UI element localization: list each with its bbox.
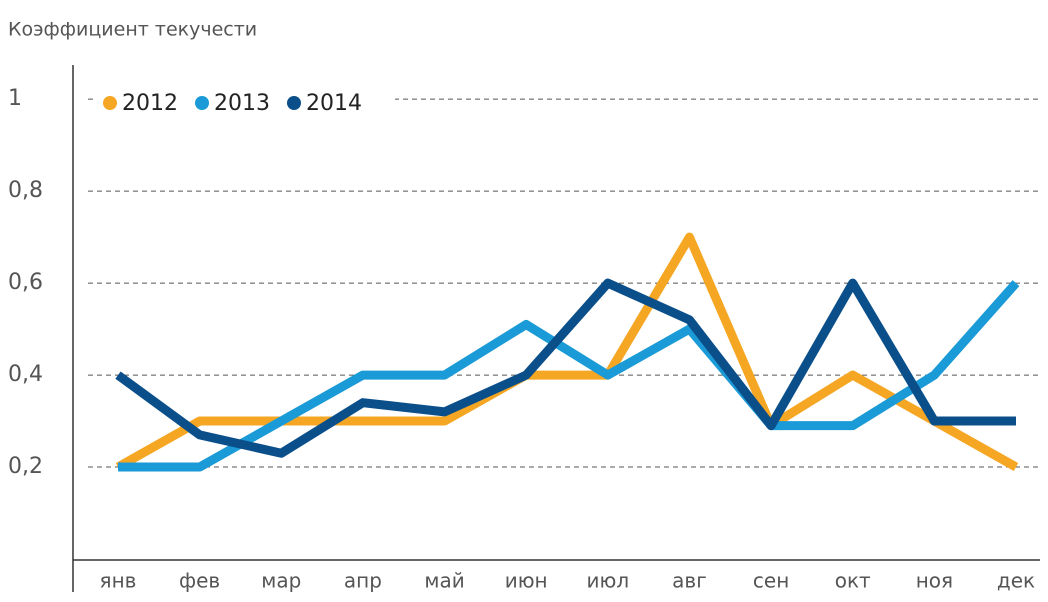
x-tick-label: фев — [179, 569, 220, 593]
legend-background — [95, 84, 395, 122]
y-tick-label: 0,2 — [8, 454, 43, 479]
legend-marker — [195, 96, 209, 110]
legend-label: 2014 — [306, 91, 362, 116]
x-tick-label: авг — [672, 569, 707, 593]
legend-label: 2012 — [122, 91, 178, 116]
x-tick-label: дек — [997, 569, 1035, 593]
y-tick-label: 0,8 — [8, 178, 43, 203]
legend-marker — [287, 96, 301, 110]
x-tick-label: сен — [753, 569, 789, 593]
legend-marker — [103, 96, 117, 110]
y-tick-label: 1 — [8, 86, 22, 111]
series-line — [115, 278, 1016, 458]
y-tick-label: 0,4 — [8, 362, 43, 387]
series-line — [118, 280, 1020, 472]
x-tick-label: окт — [835, 569, 871, 593]
x-tick-label: ноя — [916, 569, 953, 593]
x-tick-label: янв — [100, 569, 137, 593]
x-tick-label: мар — [261, 569, 301, 593]
x-tick-label: июн — [505, 569, 548, 593]
chart-title: Коэффициент текучести — [8, 19, 257, 41]
x-tick-label: апр — [344, 569, 382, 593]
x-tick-label: май — [424, 569, 464, 593]
y-tick-label: 0,6 — [8, 270, 43, 295]
legend-label: 2013 — [214, 91, 270, 116]
series-line — [115, 232, 1019, 471]
x-tick-label: июл — [587, 569, 630, 593]
